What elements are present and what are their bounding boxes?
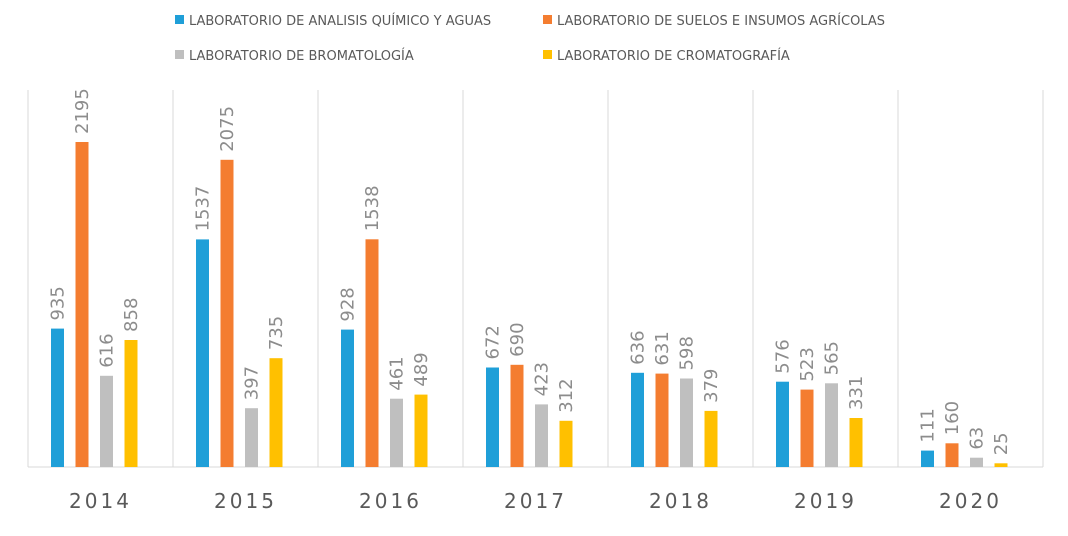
legend-label: LABORATORIO DE BROMATOLOGÍA [189,48,414,64]
bar [220,159,234,468]
data-label: 312 [556,378,577,412]
legend-swatch [175,15,184,24]
data-label: 523 [797,347,818,381]
x-tick-label: 2019 [794,489,857,513]
bar [825,383,838,467]
bar [704,410,718,467]
bar [341,329,354,467]
x-tick-label: 2016 [359,489,422,513]
x-tick-label: 2017 [504,489,567,513]
data-label: 576 [773,339,794,373]
data-label: 858 [121,298,142,332]
data-label: 616 [97,333,118,367]
bar [124,340,138,467]
data-label: 928 [338,287,359,321]
bar [559,420,573,467]
legend-label: LABORATORIO DE CROMATOGRAFÍA [557,48,790,64]
bar [776,381,789,467]
x-tick-label: 2020 [939,489,1002,513]
bar [486,367,499,467]
bar [414,394,428,467]
x-tick-label: 2014 [69,489,132,513]
legend-swatch [543,50,552,59]
bar [75,142,89,467]
data-label: 1537 [193,186,214,232]
bar [100,375,113,467]
legend-swatch [543,15,552,24]
bar [245,408,258,467]
data-label: 565 [822,341,843,375]
data-label: 489 [411,352,432,386]
data-label: 2195 [72,88,93,134]
data-label: 631 [652,331,673,365]
legend: LABORATORIO DE ANALISIS QUÍMICO Y AGUAS L… [175,13,885,64]
data-label: 25 [991,432,1012,455]
bar [631,372,644,467]
bars [51,142,1008,468]
data-label: 598 [677,336,698,370]
bar [510,364,524,467]
bar [970,457,983,467]
bar [535,404,548,467]
data-label: 2075 [217,106,238,152]
bar [800,389,814,467]
data-label: 735 [266,316,287,350]
x-tick-label: 2015 [214,489,277,513]
data-label: 636 [628,330,649,364]
data-label: 397 [242,366,263,400]
bar [365,239,379,467]
bar [921,450,934,467]
x-tick-label: 2018 [649,489,712,513]
data-label: 672 [483,325,504,359]
bar [655,373,669,467]
data-label: 690 [507,322,528,356]
bar [945,443,959,467]
data-label: 160 [942,401,963,435]
data-label: 1538 [362,185,383,231]
bar [849,418,863,467]
bar [994,463,1008,467]
x-axis-ticks: 2014 2015 2016 2017 2018 2019 2020 [69,489,1002,513]
data-label: 423 [532,362,553,396]
data-label: 935 [48,286,69,320]
bar [269,358,283,467]
data-label: 379 [701,369,722,403]
legend-label: LABORATORIO DE SUELOS E INSUMOS AGRÍCOLA… [557,13,885,29]
data-label: 331 [846,376,867,410]
data-label: 461 [387,356,408,390]
bar [680,378,693,467]
bar [196,239,209,467]
legend-swatch [175,50,184,59]
bar [51,328,64,467]
bar [390,398,403,467]
legend-label: LABORATORIO DE ANALISIS QUÍMICO Y AGUAS [189,13,491,29]
data-label: 111 [918,408,939,442]
data-label: 63 [967,427,988,450]
